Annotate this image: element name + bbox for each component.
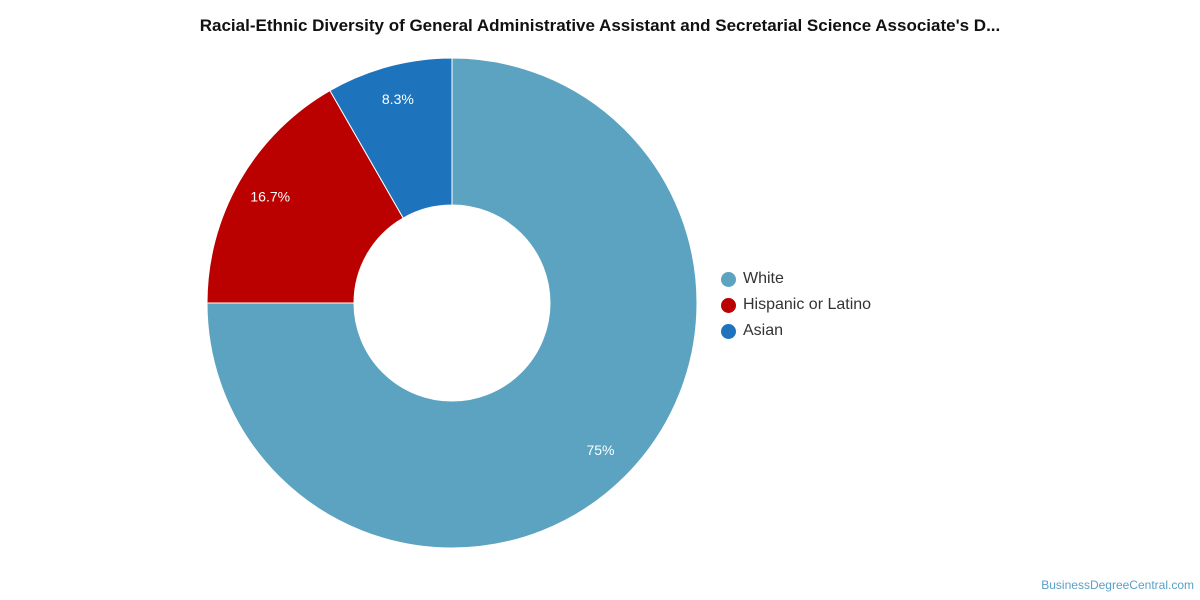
legend-swatch-hispanic-or-latino (721, 297, 736, 313)
slice-asian[interactable] (329, 57, 453, 219)
legend-swatch-white (721, 271, 736, 287)
slice-label-asian: 8.3% (382, 91, 414, 107)
legend-label-asian: Asian (743, 322, 784, 339)
slice-label-white: 75% (586, 442, 614, 458)
slice-white[interactable] (206, 57, 698, 549)
legend-item-hispanic-or-latino[interactable]: Hispanic or Latino (721, 292, 871, 318)
legend-swatch-asian (721, 323, 736, 339)
slice-label-hispanic-or-latino: 16.7% (250, 189, 290, 205)
slice-hispanic-or-latino[interactable] (206, 89, 404, 304)
legend-label-white: White (743, 270, 784, 287)
legend-item-white[interactable]: White (721, 266, 871, 292)
legend: White Hispanic or Latino Asian (721, 266, 871, 344)
chart-title: Racial-Ethnic Diversity of General Admin… (199, 16, 1001, 35)
legend-item-asian[interactable]: Asian (721, 318, 871, 344)
watermark[interactable]: BusinessDegreeCentral.com (1041, 578, 1194, 592)
legend-label-hispanic-or-latino: Hispanic or Latino (743, 296, 872, 313)
